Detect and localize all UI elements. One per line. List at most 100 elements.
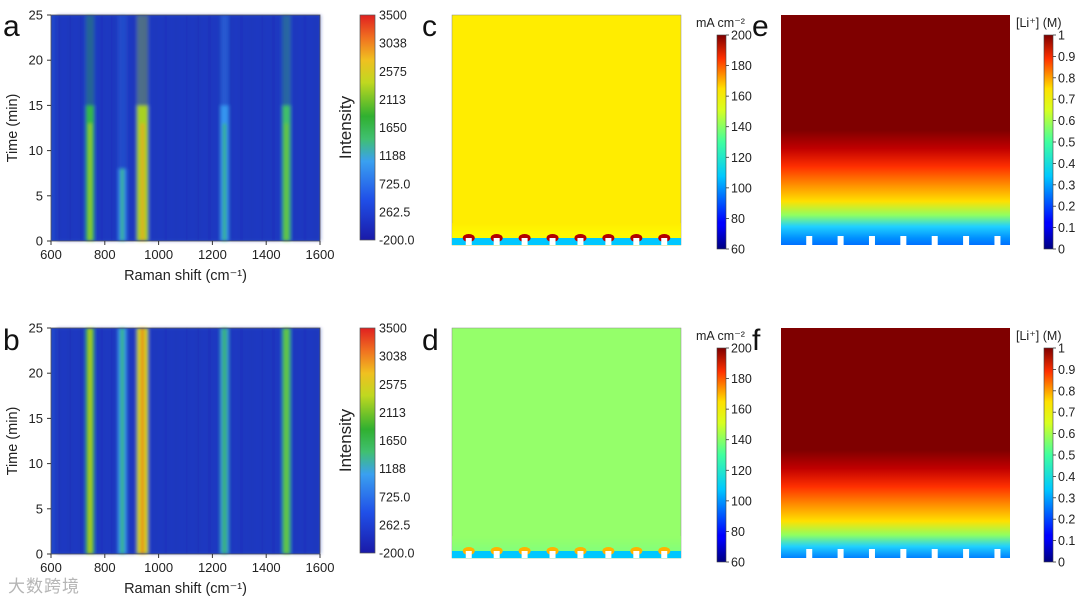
electrode-tip [549, 238, 556, 245]
colorbar-gradient [716, 347, 727, 563]
electrode-tip [963, 549, 970, 558]
y-tick-label: 20 [29, 53, 43, 68]
colorbar-gradient [1043, 347, 1054, 563]
electrode-boundary-layer [452, 537, 681, 540]
current-density-map-d: 200 180 160 140 120 100 80 60 mA cm⁻² [451, 327, 752, 570]
background-streak [71, 15, 77, 241]
electrode-tip [868, 236, 875, 245]
x-axis-label: Raman shift (cm⁻¹) [124, 268, 247, 284]
background-streak [173, 15, 179, 241]
background-streak [112, 15, 118, 241]
colorbar-tick-label: 0.8 [1058, 384, 1075, 398]
panel-letter-b: b [3, 324, 20, 357]
background-streak [94, 328, 100, 554]
raman-peak-core [223, 123, 227, 241]
raman-peak-core [284, 123, 288, 241]
background-streak [127, 15, 133, 241]
electrode-boundary-layer [452, 539, 681, 542]
colorbar-tick-label: 0 [1058, 556, 1065, 570]
background-streak [97, 328, 103, 554]
electrode-tip [521, 551, 528, 558]
background-streak [188, 15, 194, 241]
colorbar-tick-label: 262.5 [379, 205, 410, 219]
raman-peak-band [220, 15, 229, 106]
background-streak [210, 328, 216, 554]
background-streak [252, 15, 258, 241]
x-tick-label: 1400 [252, 560, 281, 575]
background-streak [195, 15, 201, 241]
x-axis-label: Raman shift (cm⁻¹) [124, 581, 247, 597]
raman-peak-band [136, 15, 148, 106]
raman-peak-core [284, 328, 288, 554]
colorbar-tick-label: 180 [731, 59, 752, 73]
panel-letter-a: a [3, 10, 20, 43]
background-streak [278, 328, 284, 554]
colorbar-tick-label: 0.6 [1058, 114, 1075, 128]
electrode-tip [633, 238, 640, 245]
background-streak [158, 15, 164, 241]
background-streak [263, 15, 269, 241]
background-streak [229, 328, 235, 554]
electrode-boundary-layer [452, 545, 681, 548]
background-streak [184, 15, 190, 241]
colorbar-tick-label: 100 [731, 494, 752, 508]
background-streak [203, 15, 209, 241]
y-tick-label: 5 [36, 501, 43, 516]
background-streak [146, 328, 152, 554]
y-tick-label: 0 [36, 234, 43, 249]
electrode-tip [931, 549, 938, 558]
background-streak [165, 328, 171, 554]
colorbar-tick-label: 0.1 [1058, 221, 1075, 235]
current-density-map-c: 200 180 160 140 120 100 80 60 mA cm⁻² [451, 14, 752, 257]
raman-peak-core [140, 123, 144, 241]
background-streak [82, 15, 88, 241]
background-streak [105, 15, 111, 241]
background-streak [214, 328, 220, 554]
electrode-tip [837, 236, 844, 245]
background-streak [259, 15, 265, 241]
electrode-tip [900, 549, 907, 558]
x-tick-label: 1000 [144, 560, 173, 575]
colorbar-tick-label: 3038 [379, 37, 407, 51]
colorbar-tick-label: 3500 [379, 9, 407, 23]
background-streak [105, 328, 111, 554]
colorbar-tick-label: 140 [731, 433, 752, 447]
electrode-boundary-layer [452, 540, 681, 543]
electrode-tip [994, 236, 1001, 245]
background-streak [94, 15, 100, 241]
colorbar-tick-label: 160 [731, 403, 752, 417]
electrode-tip [963, 236, 970, 245]
current-density-field [451, 327, 682, 559]
electrode-tip [493, 551, 500, 558]
panel-letter-d: d [422, 324, 439, 357]
background-streak [207, 328, 213, 554]
background-streak [101, 15, 107, 241]
background-streak [304, 328, 310, 554]
colorbar-tick-label: 0.9 [1058, 363, 1075, 377]
background-streak [278, 15, 284, 241]
electrode-boundary-layer [452, 224, 681, 227]
panel-letter-f: f [752, 324, 761, 357]
y-axis-label: Time (min) [5, 407, 21, 476]
background-streak [312, 15, 318, 241]
background-streak [56, 15, 62, 241]
li-concentration-field [781, 15, 1010, 245]
x-tick-label: 1200 [198, 247, 227, 262]
electrode-boundary-layer [452, 232, 681, 235]
electrode-boundary-layer [452, 542, 681, 545]
x-tick-label: 1600 [306, 560, 335, 575]
background-streak [271, 15, 277, 241]
background-streak [267, 15, 273, 241]
electrode-boundary-layer [452, 229, 681, 232]
raman-peak-core [120, 328, 124, 554]
background-streak [184, 328, 190, 554]
background-streak [131, 328, 137, 554]
y-tick-label: 20 [29, 366, 43, 381]
x-tick-label: 600 [40, 560, 62, 575]
colorbar-tick-label: 2575 [379, 65, 407, 79]
background-streak [304, 15, 310, 241]
raman-peak-band [86, 15, 95, 106]
background-streak [301, 15, 307, 241]
colorbar-tick-label: 262.5 [379, 518, 410, 532]
